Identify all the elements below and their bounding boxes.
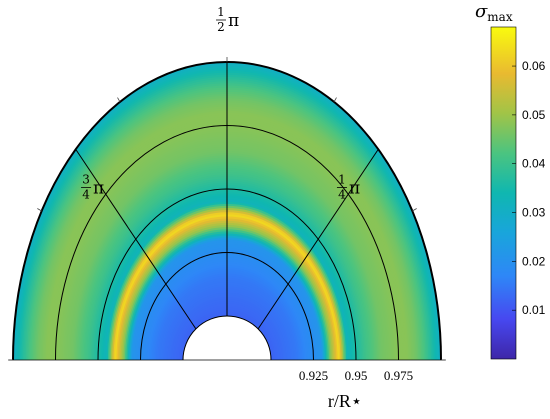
colorbar-tick-label: 0.06 <box>522 59 546 73</box>
radius-tick-label: 0.95 <box>345 368 368 383</box>
colorbar-tick-label: 0.03 <box>522 206 546 220</box>
angle-label: 34 π <box>81 172 104 201</box>
colorbar-ticks: 0.01 0.02 0.03 0.04 0.05 0.06 <box>512 59 546 317</box>
colorbar-title: σmax <box>475 1 513 24</box>
angle-label-denominator: 4 <box>338 187 346 201</box>
outer-tick-marks <box>8 57 446 361</box>
outer-tick <box>333 97 337 103</box>
x-axis-title: r/R⋆ <box>328 391 362 411</box>
angle-labels: 12 π14 π34 π <box>81 5 360 201</box>
outer-tick <box>412 208 417 212</box>
angle-label: 12 π <box>216 5 239 34</box>
angle-label-pi: π <box>228 11 239 31</box>
angle-label-denominator: 2 <box>217 20 225 34</box>
radius-tick-label: 0.925 <box>299 368 328 383</box>
grid-spoke <box>257 149 379 330</box>
radius-tick-labels: 0.925 0.95 0.975 <box>299 368 413 383</box>
angle-label-pi: π <box>93 178 104 198</box>
angle-label-numerator: 1 <box>217 5 225 19</box>
angle-label-denominator: 4 <box>82 187 90 201</box>
angle-label-numerator: 1 <box>338 172 346 186</box>
colorbar-tick-label: 0.04 <box>522 157 546 171</box>
radius-tick-label: 0.975 <box>384 368 413 383</box>
angle-label-numerator: 3 <box>82 172 90 186</box>
outer-tick <box>117 97 121 103</box>
grid-spoke <box>75 149 197 330</box>
angle-label: 14 π <box>336 172 360 201</box>
colorbar-tick-label: 0.05 <box>522 108 546 122</box>
colorbar: 0.01 0.02 0.03 0.04 0.05 0.06 σmax <box>475 1 546 360</box>
outer-tick <box>37 208 42 212</box>
colorbar-bar <box>490 26 517 360</box>
angle-label-pi: π <box>349 178 360 198</box>
colorbar-tick-label: 0.02 <box>522 254 546 268</box>
polar-grid <box>9 61 445 361</box>
colorbar-tick-label: 0.01 <box>522 303 546 317</box>
